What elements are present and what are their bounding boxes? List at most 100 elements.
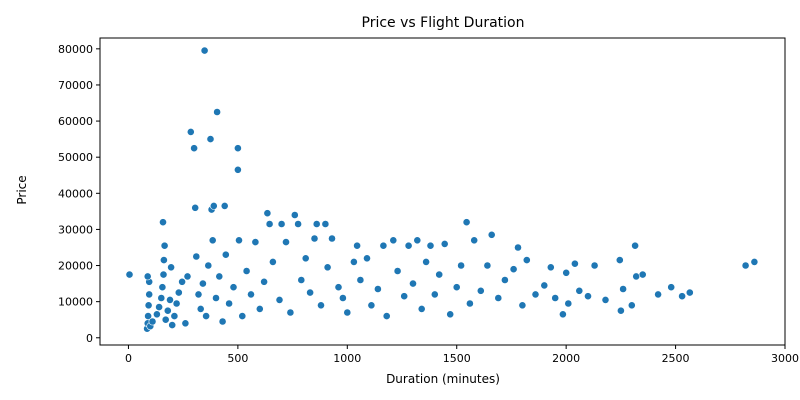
data-point: [422, 257, 430, 266]
y-tick-label: 60000: [58, 115, 93, 128]
y-tick-label: 80000: [58, 43, 93, 56]
y-tick-label: 10000: [58, 296, 93, 309]
data-point: [590, 261, 599, 270]
data-point: [221, 250, 230, 259]
data-point: [275, 295, 284, 304]
data-point: [685, 288, 694, 297]
x-tick-label: 500: [227, 352, 248, 365]
data-point: [389, 236, 398, 245]
data-point: [294, 220, 302, 228]
data-point: [196, 304, 205, 313]
data-point: [476, 286, 485, 295]
data-point: [208, 236, 217, 245]
data-point: [190, 144, 198, 153]
data-point: [263, 209, 272, 218]
data-point: [310, 234, 319, 243]
data-point: [470, 236, 479, 245]
data-point: [181, 319, 190, 328]
data-point: [170, 312, 179, 320]
data-point: [509, 265, 518, 274]
data-point: [168, 321, 177, 329]
data-point: [413, 236, 422, 245]
data-point: [220, 201, 229, 210]
data-point: [172, 299, 181, 308]
data-point: [487, 230, 496, 239]
data-point: [571, 259, 579, 268]
data-point: [277, 220, 286, 228]
data-point: [465, 299, 474, 308]
data-point: [260, 277, 268, 286]
data-point: [452, 283, 461, 292]
tick-layer: 0 500 1000 1500 2000 2500 30000100002000030000…: [58, 43, 799, 365]
data-point: [143, 272, 152, 281]
data-point: [334, 283, 343, 292]
data-point: [601, 295, 610, 304]
data-point: [323, 263, 332, 272]
plot-frame: [99, 37, 786, 346]
data-point: [750, 257, 759, 266]
data-point: [317, 301, 325, 310]
data-point: [183, 272, 192, 281]
data-point: [161, 315, 170, 324]
data-point: [192, 252, 201, 261]
data-point: [426, 241, 435, 250]
data-point: [615, 256, 624, 264]
data-point: [198, 279, 207, 288]
data-point: [678, 292, 686, 301]
data-point: [393, 267, 402, 275]
x-tick-label: 1000: [333, 352, 361, 365]
data-point: [144, 301, 153, 310]
data-point: [125, 270, 134, 279]
data-point: [191, 203, 200, 212]
data-point: [233, 144, 242, 153]
data-point: [158, 283, 167, 292]
data-point: [152, 310, 161, 319]
data-point: [247, 290, 255, 299]
data-point: [255, 304, 264, 313]
y-tick-label: 40000: [58, 187, 93, 200]
data-point: [564, 299, 573, 308]
data-point: [379, 241, 388, 250]
data-point: [575, 286, 584, 295]
data-point: [363, 254, 371, 263]
data-point: [584, 292, 592, 301]
data-point: [306, 288, 314, 297]
data-point: [373, 285, 382, 293]
data-point: [290, 211, 299, 219]
data-point: [301, 254, 310, 263]
y-tick-label: 70000: [58, 79, 93, 92]
data-point: [546, 263, 555, 272]
chart-title: Price vs Flight Duration: [362, 15, 525, 31]
x-tick-label: 1500: [443, 352, 471, 365]
data-point: [483, 261, 492, 270]
data-point: [457, 261, 465, 270]
y-tick-label: 50000: [58, 151, 93, 164]
y-tick-label: 30000: [58, 223, 93, 236]
data-point: [204, 261, 213, 270]
data-point: [209, 201, 218, 210]
data-point: [617, 306, 625, 315]
data-point: [174, 288, 183, 297]
data-point: [194, 290, 203, 299]
data-point: [218, 317, 227, 326]
data-point: [265, 220, 274, 228]
data-point: [212, 294, 220, 302]
data-point: [328, 234, 336, 243]
data-point: [632, 272, 641, 281]
data-point: [440, 239, 449, 248]
data-point: [349, 257, 358, 266]
data-point: [163, 306, 172, 315]
x-axis-label: Duration (minutes): [386, 372, 500, 386]
data-point: [462, 218, 471, 227]
y-axis-label: Price: [15, 175, 29, 204]
data-point: [166, 295, 174, 304]
data-point: [235, 236, 243, 245]
data-point: [500, 276, 509, 284]
data-point: [400, 292, 409, 301]
data-point: [144, 312, 152, 320]
data-point: [382, 312, 391, 320]
data-point: [619, 285, 627, 293]
data-point: [286, 308, 295, 317]
data-point: [430, 290, 439, 299]
data-point: [638, 270, 647, 279]
